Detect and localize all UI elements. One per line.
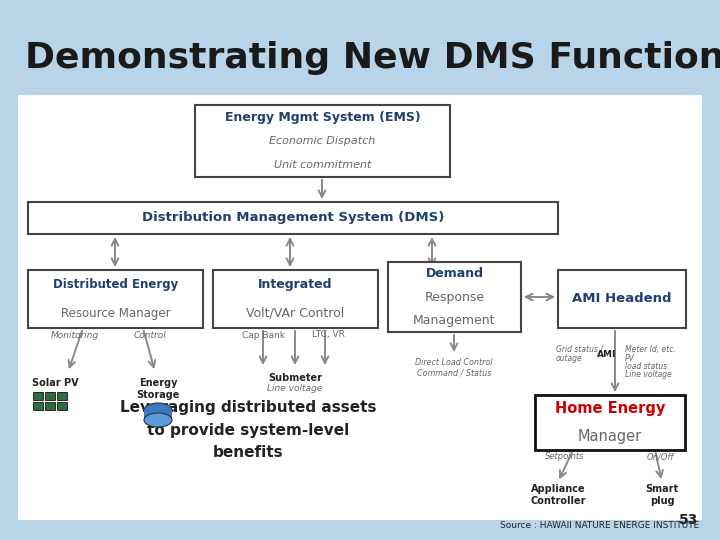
Bar — [558, 270, 686, 328]
Text: Leveraging distributed assets
to provide system-level
benefits: Leveraging distributed assets to provide… — [120, 400, 377, 460]
Text: Direct Load Control: Direct Load Control — [415, 358, 492, 367]
Bar — [195, 105, 450, 177]
Text: Response: Response — [424, 291, 485, 303]
Text: Energy Mgmt System (EMS): Energy Mgmt System (EMS) — [225, 111, 420, 124]
Bar — [18, 95, 702, 520]
Text: Grid status /: Grid status / — [556, 345, 603, 354]
Bar — [28, 270, 203, 328]
Text: Home Energy: Home Energy — [555, 401, 665, 416]
Text: Solar PV: Solar PV — [32, 378, 78, 388]
Text: Appliance
Controller: Appliance Controller — [530, 484, 586, 507]
Text: Command / Status: Command / Status — [417, 368, 491, 377]
Text: Line voltage: Line voltage — [267, 384, 323, 393]
Bar — [33, 392, 43, 400]
Bar — [33, 402, 43, 410]
Bar — [213, 270, 378, 328]
Bar — [45, 392, 55, 400]
Bar — [144, 410, 172, 420]
Text: Manager: Manager — [578, 429, 642, 444]
Ellipse shape — [144, 403, 172, 417]
Text: Energy
Storage: Energy Storage — [136, 378, 180, 400]
Bar — [388, 262, 521, 332]
Text: Line voltage: Line voltage — [625, 370, 672, 379]
Text: Distribution Management System (DMS): Distribution Management System (DMS) — [142, 212, 444, 225]
Text: Source : HAWAII NATURE ENERGE INSTITUTE: Source : HAWAII NATURE ENERGE INSTITUTE — [500, 521, 700, 530]
Bar — [57, 402, 67, 410]
Text: Meter Id, etc.: Meter Id, etc. — [625, 345, 676, 354]
Text: Cap Bank: Cap Bank — [241, 330, 284, 340]
Text: AMI: AMI — [597, 350, 616, 359]
Text: Resource Manager: Resource Manager — [60, 307, 171, 320]
Text: PV: PV — [625, 354, 635, 363]
Text: LTC, VR: LTC, VR — [312, 330, 344, 340]
Text: Distributed Energy: Distributed Energy — [53, 278, 178, 291]
Text: On/Off: On/Off — [647, 452, 674, 461]
Text: Setpoints: Setpoints — [545, 452, 585, 461]
Text: Volt/VAr Control: Volt/VAr Control — [246, 307, 345, 320]
Text: Unit commitment: Unit commitment — [274, 160, 372, 170]
Text: Smart
plug: Smart plug — [645, 484, 678, 507]
Text: Management: Management — [413, 314, 496, 327]
Bar — [57, 392, 67, 400]
Text: outage: outage — [556, 354, 582, 363]
Text: Economic Dispatch: Economic Dispatch — [269, 136, 376, 146]
Ellipse shape — [144, 413, 172, 427]
Bar — [28, 202, 558, 234]
Text: Submeter: Submeter — [268, 373, 322, 383]
Text: load status: load status — [625, 362, 667, 371]
Text: Demand: Demand — [426, 267, 484, 280]
Bar — [535, 395, 685, 450]
Text: AMI Headend: AMI Headend — [572, 293, 672, 306]
Bar — [45, 402, 55, 410]
Text: Control: Control — [134, 330, 166, 340]
Text: Demonstrating New DMS Functions: Demonstrating New DMS Functions — [25, 41, 720, 75]
Text: Monitoring: Monitoring — [51, 330, 99, 340]
Text: Integrated: Integrated — [258, 278, 333, 291]
Text: 53: 53 — [679, 513, 698, 527]
